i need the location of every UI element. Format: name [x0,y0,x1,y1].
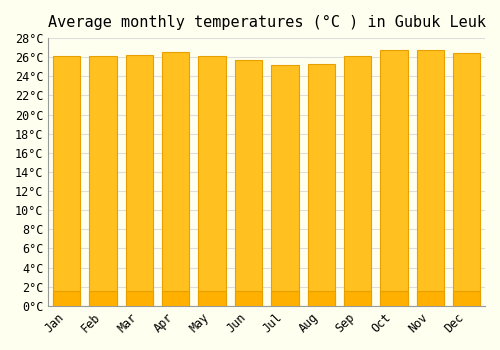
Bar [344,292,372,306]
Bar [126,55,153,306]
Bar [308,292,335,306]
Title: Average monthly temperatures (°C ) in Gubuk Leuk: Average monthly temperatures (°C ) in Gu… [48,15,486,30]
Bar [417,50,444,306]
Bar [162,52,190,306]
Bar [453,292,480,306]
Bar [53,56,80,306]
Bar [344,56,372,306]
Bar [90,292,117,306]
Bar [417,292,444,306]
Bar [198,56,226,306]
Bar [126,292,153,306]
Bar [198,292,226,306]
Bar [235,292,262,306]
Bar [453,54,480,306]
Bar [90,56,117,306]
Bar [271,65,298,306]
Bar [162,292,190,306]
Bar [271,292,298,306]
Bar [308,64,335,306]
Bar [380,50,407,306]
Bar [53,292,80,306]
Bar [380,292,407,306]
Bar [235,60,262,306]
